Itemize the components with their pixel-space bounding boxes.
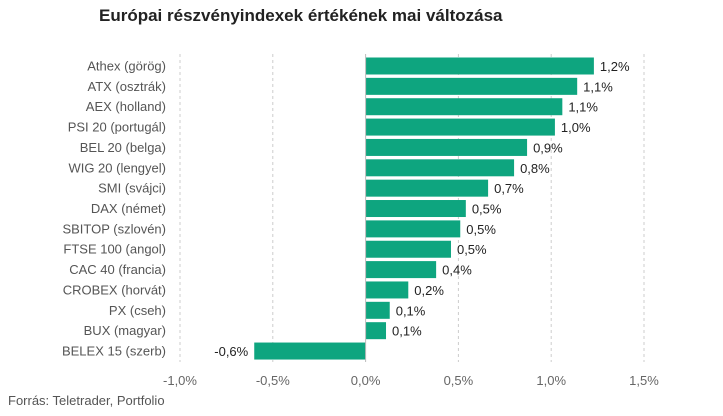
category-label: BEL 20 (belga) [80, 140, 166, 155]
bar [365, 57, 594, 75]
bar [365, 179, 489, 197]
value-label: -0,6% [214, 344, 248, 359]
category-label: DAX (német) [91, 201, 166, 216]
value-label: 0,8% [520, 161, 550, 176]
bar [365, 159, 515, 177]
bar [365, 301, 390, 319]
bar [365, 98, 563, 116]
value-label: 0,1% [392, 324, 422, 339]
x-tick-label: -0,5% [256, 373, 290, 388]
bar [365, 322, 387, 340]
bar [365, 281, 409, 299]
category-label: FTSE 100 (angol) [63, 242, 166, 257]
category-label: PSI 20 (portugál) [68, 120, 166, 135]
value-label: 0,2% [414, 283, 444, 298]
category-label: PX (cseh) [109, 303, 166, 318]
bars: Athex (görög) 1,2% ATX (osztrák) 1,1% AEX (h… [62, 57, 630, 360]
bar [254, 342, 366, 360]
category-label: BUX (magyar) [84, 323, 166, 338]
bar [365, 220, 461, 238]
category-label: Athex (görög) [87, 59, 166, 74]
category-label: CAC 40 (francia) [69, 262, 166, 277]
chart-title: Európai részvényindexek értékének mai vá… [99, 6, 503, 25]
category-label: WIG 20 (lengyel) [68, 160, 166, 175]
x-tick-label: 1,0% [536, 373, 566, 388]
value-label: 1,1% [583, 79, 613, 94]
x-tick-label: 0,5% [444, 373, 474, 388]
category-label: CROBEX (horvát) [63, 282, 166, 297]
category-label: BELEX 15 (szerb) [62, 344, 166, 359]
category-label: SBITOP (szlovén) [62, 221, 166, 236]
value-label: 0,9% [533, 140, 563, 155]
source-note: Forrás: Teletrader, Portfolio [8, 393, 165, 408]
x-tick-label: -1,0% [163, 373, 197, 388]
value-label: 0,1% [396, 303, 426, 318]
value-label: 0,4% [442, 263, 472, 278]
bar [365, 138, 528, 156]
value-label: 0,7% [494, 181, 524, 196]
value-label: 1,2% [600, 59, 630, 74]
bar [365, 240, 451, 258]
value-label: 0,5% [472, 202, 502, 217]
bar [365, 200, 466, 218]
bar [365, 77, 578, 95]
category-label: SMI (svájci) [98, 181, 166, 196]
bar [365, 118, 555, 136]
x-tick-label: 0,0% [351, 373, 381, 388]
category-label: ATX (osztrák) [88, 79, 167, 94]
value-label: 0,5% [457, 242, 487, 257]
value-label: 1,0% [561, 120, 591, 135]
value-label: 1,1% [568, 100, 598, 115]
value-label: 0,5% [466, 222, 496, 237]
x-tick-label: 1,5% [629, 373, 659, 388]
x-axis-ticks: -1,0% -0,5% 0,0% 0,5% 1,0% 1,5% [163, 373, 659, 388]
bar [365, 261, 437, 279]
category-label: AEX (holland) [86, 99, 166, 114]
